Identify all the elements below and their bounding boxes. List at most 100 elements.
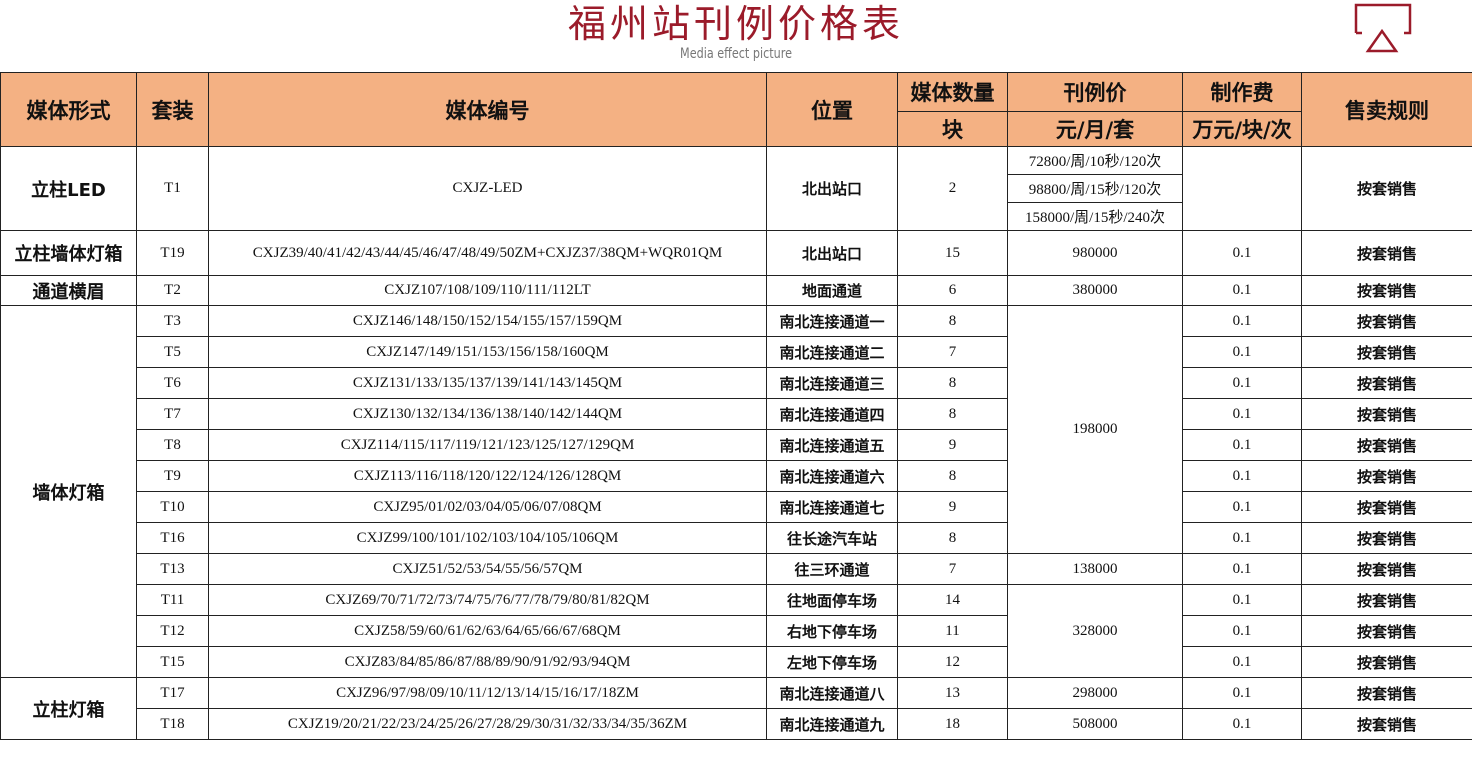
cell-code: CXJZ-LED — [208, 146, 767, 231]
cell-fee: 0.1 — [1182, 646, 1302, 678]
cell-package: T15 — [136, 646, 209, 678]
table-row: T16 CXJZ99/100/101/102/103/104/105/106QM 往… — [1, 522, 1472, 554]
cell-qty: 8 — [897, 460, 1008, 492]
cell-package: T8 — [136, 429, 209, 461]
cell-fee: 0.1 — [1182, 336, 1302, 368]
cell-location: 往地面停车场 — [766, 584, 898, 616]
cell-qty: 12 — [897, 646, 1008, 678]
table-row: 立柱墙体灯箱 T19 CXJZ39/40/41/42/43/44/45/46/47/… — [0, 230, 1472, 276]
table-row: T12 CXJZ58/59/60/61/62/63/64/65/66/67/68Q… — [1, 615, 1472, 647]
cell-fee: 0.1 — [1182, 553, 1302, 585]
cell-price: 380000 — [1007, 275, 1183, 306]
cell-location: 南北连接通道三 — [766, 367, 898, 399]
cell-code: CXJZ114/115/117/119/121/123/125/127/129Q… — [208, 429, 767, 461]
cell-fee: 0.1 — [1182, 305, 1302, 337]
header-form: 媒体形式 — [0, 72, 137, 147]
cell-code: CXJZ69/70/71/72/73/74/75/76/77/78/79/80/… — [208, 584, 767, 616]
cell-code: CXJZ107/108/109/110/111/112LT — [208, 275, 767, 306]
cell-rule: 按套销售 — [1301, 677, 1472, 709]
cell-fee: 0.1 — [1182, 584, 1302, 616]
table-row: T6 CXJZ131/133/135/137/139/141/143/145QM 南… — [1, 367, 1472, 399]
cell-location: 地面通道 — [766, 275, 898, 306]
cell-qty: 8 — [897, 305, 1008, 337]
cell-rule: 按套销售 — [1301, 553, 1472, 585]
cell-rule: 按套销售 — [1301, 146, 1472, 231]
cell-qty: 18 — [897, 708, 1008, 740]
cell-package: T19 — [136, 230, 209, 276]
cell-rule: 按套销售 — [1301, 646, 1472, 678]
cell-code: CXJZ130/132/134/136/138/140/142/144QM — [208, 398, 767, 430]
cell-fee: 0.1 — [1182, 275, 1302, 306]
table-row: T11 CXJZ69/70/71/72/73/74/75/76/77/78/79/… — [1, 584, 1472, 678]
cell-location: 南北连接通道八 — [766, 677, 898, 709]
cell-price: 72800/周/10秒/120次 — [1007, 146, 1183, 175]
cell-form: 通道横眉 — [0, 275, 137, 306]
cell-qty: 8 — [897, 522, 1008, 554]
cell-price: 98800/周/15秒/120次 — [1007, 174, 1183, 203]
cell-form: 墙体灯箱 — [0, 305, 137, 678]
cell-package: T1 — [136, 146, 209, 231]
header-rule: 售卖规则 — [1301, 72, 1472, 147]
table-row: T18 CXJZ19/20/21/22/23/24/25/26/27/28/29/… — [1, 708, 1472, 740]
header-price-unit: 元/月/套 — [1007, 111, 1183, 147]
header-qty: 媒体数量 — [897, 72, 1008, 112]
cell-fee: 0.1 — [1182, 460, 1302, 492]
cell-location: 南北连接通道九 — [766, 708, 898, 740]
cell-code: CXJZ51/52/53/54/55/56/57QM — [208, 553, 767, 585]
cell-code: CXJZ113/116/118/120/122/124/126/128QM — [208, 460, 767, 492]
cell-code: CXJZ147/149/151/153/156/158/160QM — [208, 336, 767, 368]
cell-package: T5 — [136, 336, 209, 368]
cell-price: 158000/周/15秒/240次 — [1007, 202, 1183, 231]
table-row: 立柱灯箱 T17 CXJZ96/97/98/09/10/11/12/13/14/15… — [0, 677, 1472, 740]
cell-price: 980000 — [1007, 230, 1183, 276]
page-subtitle: Media effect picture — [680, 46, 792, 62]
cell-fee: 0.1 — [1182, 708, 1302, 740]
cell-rule: 按套销售 — [1301, 522, 1472, 554]
cell-package: T2 — [136, 275, 209, 306]
header-code: 媒体编号 — [208, 72, 767, 147]
cell-location: 往三环通道 — [766, 553, 898, 585]
cell-location: 往长途汽车站 — [766, 522, 898, 554]
cell-location: 南北连接通道六 — [766, 460, 898, 492]
cell-package: T7 — [136, 398, 209, 430]
table-row: T5 CXJZ147/149/151/153/156/158/160QM 南北连接通… — [1, 336, 1472, 368]
cell-rule: 按套销售 — [1301, 615, 1472, 647]
cell-form: 立柱LED — [0, 146, 137, 231]
cell-code: CXJZ83/84/85/86/87/88/89/90/91/92/93/94Q… — [208, 646, 767, 678]
cell-qty: 13 — [897, 677, 1008, 709]
table-row: T9 CXJZ113/116/118/120/122/124/126/128QM 南… — [1, 460, 1472, 492]
cell-fee: 0.1 — [1182, 522, 1302, 554]
cell-fee: 0.1 — [1182, 491, 1302, 523]
cell-form: 立柱墙体灯箱 — [0, 230, 137, 276]
cell-price: 298000 — [1007, 677, 1183, 709]
cell-price: 328000 — [1007, 584, 1183, 678]
cell-qty: 9 — [897, 491, 1008, 523]
cell-price: 138000 — [1007, 553, 1183, 585]
cell-package: T13 — [136, 553, 209, 585]
table-row: T7 CXJZ130/132/134/136/138/140/142/144QM 南… — [1, 398, 1472, 430]
cell-code: CXJZ146/148/150/152/154/155/157/159QM — [208, 305, 767, 337]
cell-code: CXJZ96/97/98/09/10/11/12/13/14/15/16/17/… — [208, 677, 767, 709]
cell-package: T10 — [136, 491, 209, 523]
cell-fee: 0.1 — [1182, 677, 1302, 709]
cell-code: CXJZ39/40/41/42/43/44/45/46/47/48/49/50Z… — [208, 230, 767, 276]
cell-qty: 8 — [897, 398, 1008, 430]
cell-package: T12 — [136, 615, 209, 647]
table-row: 立柱LED T1 CXJZ-LED 北出站口 2 72800/周/10秒/120… — [0, 146, 1472, 231]
page-title: 福州站刊例价格表 — [567, 2, 904, 46]
cell-rule: 按套销售 — [1301, 584, 1472, 616]
table-row: 通道横眉 T2 CXJZ107/108/109/110/111/112LT 地面通道 6… — [0, 275, 1472, 306]
header-location: 位置 — [766, 72, 898, 147]
header-qty-unit: 块 — [897, 111, 1008, 147]
cell-package: T17 — [136, 677, 209, 709]
logo-icon — [1354, 3, 1412, 53]
cell-qty: 11 — [897, 615, 1008, 647]
cell-package: T18 — [136, 708, 209, 740]
table-row: T13 CXJZ51/52/53/54/55/56/57QM 往三环通道 7 13800… — [1, 553, 1472, 585]
cell-rule: 按套销售 — [1301, 708, 1472, 740]
cell-rule: 按套销售 — [1301, 491, 1472, 523]
cell-location: 南北连接通道一 — [766, 305, 898, 337]
cell-qty: 15 — [897, 230, 1008, 276]
cell-location: 南北连接通道五 — [766, 429, 898, 461]
cell-qty: 6 — [897, 275, 1008, 306]
